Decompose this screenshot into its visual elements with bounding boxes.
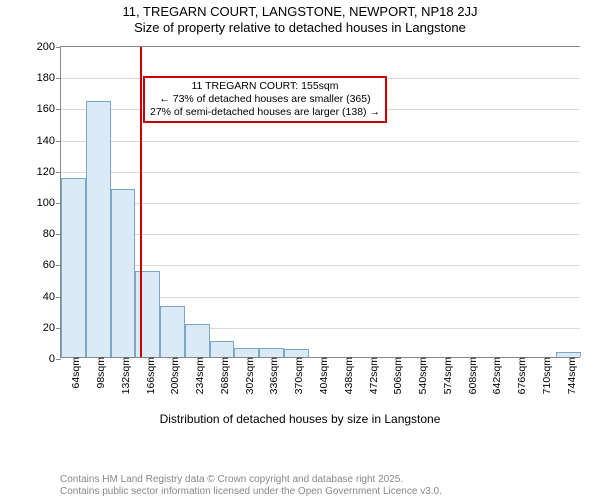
- xtick-label: 642sqm: [485, 357, 503, 394]
- histogram-bar: [160, 306, 185, 357]
- annotation-line3: 27% of semi-detached houses are larger (…: [150, 106, 380, 119]
- ytick-label: 80: [43, 228, 61, 240]
- xtick-label: 302sqm: [238, 357, 256, 394]
- chart-title-line2: Size of property relative to detached ho…: [0, 20, 600, 36]
- histogram-bar: [234, 348, 259, 357]
- xtick-label: 200sqm: [163, 357, 181, 394]
- annotation-box: 11 TREGARN COURT: 155sqm ← 73% of detach…: [143, 76, 387, 123]
- ytick-label: 200: [37, 41, 61, 53]
- chart-title-block: 11, TREGARN COURT, LANGSTONE, NEWPORT, N…: [0, 0, 600, 37]
- xtick-label: 166sqm: [139, 357, 157, 394]
- xtick-label: 64sqm: [64, 357, 82, 389]
- xtick-label: 370sqm: [287, 357, 305, 394]
- xtick-label: 336sqm: [262, 357, 280, 394]
- ytick-label: 0: [49, 353, 61, 365]
- xtick-label: 744sqm: [560, 357, 578, 394]
- xtick-label: 540sqm: [411, 357, 429, 394]
- xtick-label: 608sqm: [461, 357, 479, 394]
- annotation-line1: 11 TREGARN COURT: 155sqm: [150, 80, 380, 93]
- plot-area: 02040608010012014016018020064sqm98sqm132…: [60, 46, 580, 358]
- ytick-label: 180: [37, 72, 61, 84]
- xtick-label: 472sqm: [362, 357, 380, 394]
- reference-line: [140, 47, 142, 357]
- xtick-label: 710sqm: [535, 357, 553, 394]
- xtick-label: 506sqm: [386, 357, 404, 394]
- histogram-bar: [259, 348, 284, 357]
- xtick-label: 438sqm: [337, 357, 355, 394]
- xtick-label: 234sqm: [188, 357, 206, 394]
- histogram-bar: [284, 349, 309, 357]
- footer-attribution: Contains HM Land Registry data © Crown c…: [60, 474, 442, 498]
- ytick-label: 120: [37, 166, 61, 178]
- xtick-label: 132sqm: [114, 357, 132, 394]
- ytick-label: 160: [37, 103, 61, 115]
- ytick-label: 140: [37, 135, 61, 147]
- ytick-label: 60: [43, 259, 61, 271]
- footer-line1: Contains HM Land Registry data © Crown c…: [60, 474, 442, 486]
- histogram-bar: [86, 101, 111, 357]
- xtick-label: 268sqm: [213, 357, 231, 394]
- footer-line2: Contains public sector information licen…: [60, 486, 442, 498]
- ytick-label: 40: [43, 291, 61, 303]
- annotation-line2: ← 73% of detached houses are smaller (36…: [150, 93, 380, 106]
- xtick-label: 98sqm: [89, 357, 107, 389]
- histogram-bar: [185, 324, 210, 357]
- xtick-label: 404sqm: [312, 357, 330, 394]
- histogram-bar: [111, 189, 136, 357]
- ytick-label: 20: [43, 322, 61, 334]
- xtick-label: 676sqm: [510, 357, 528, 394]
- x-axis-label: Distribution of detached houses by size …: [0, 412, 600, 426]
- histogram-bar: [61, 178, 86, 357]
- chart-container: Number of detached properties 0204060801…: [0, 38, 600, 458]
- xtick-label: 574sqm: [436, 357, 454, 394]
- chart-title-line1: 11, TREGARN COURT, LANGSTONE, NEWPORT, N…: [0, 4, 600, 20]
- ytick-label: 100: [37, 197, 61, 209]
- histogram-bar: [210, 341, 235, 357]
